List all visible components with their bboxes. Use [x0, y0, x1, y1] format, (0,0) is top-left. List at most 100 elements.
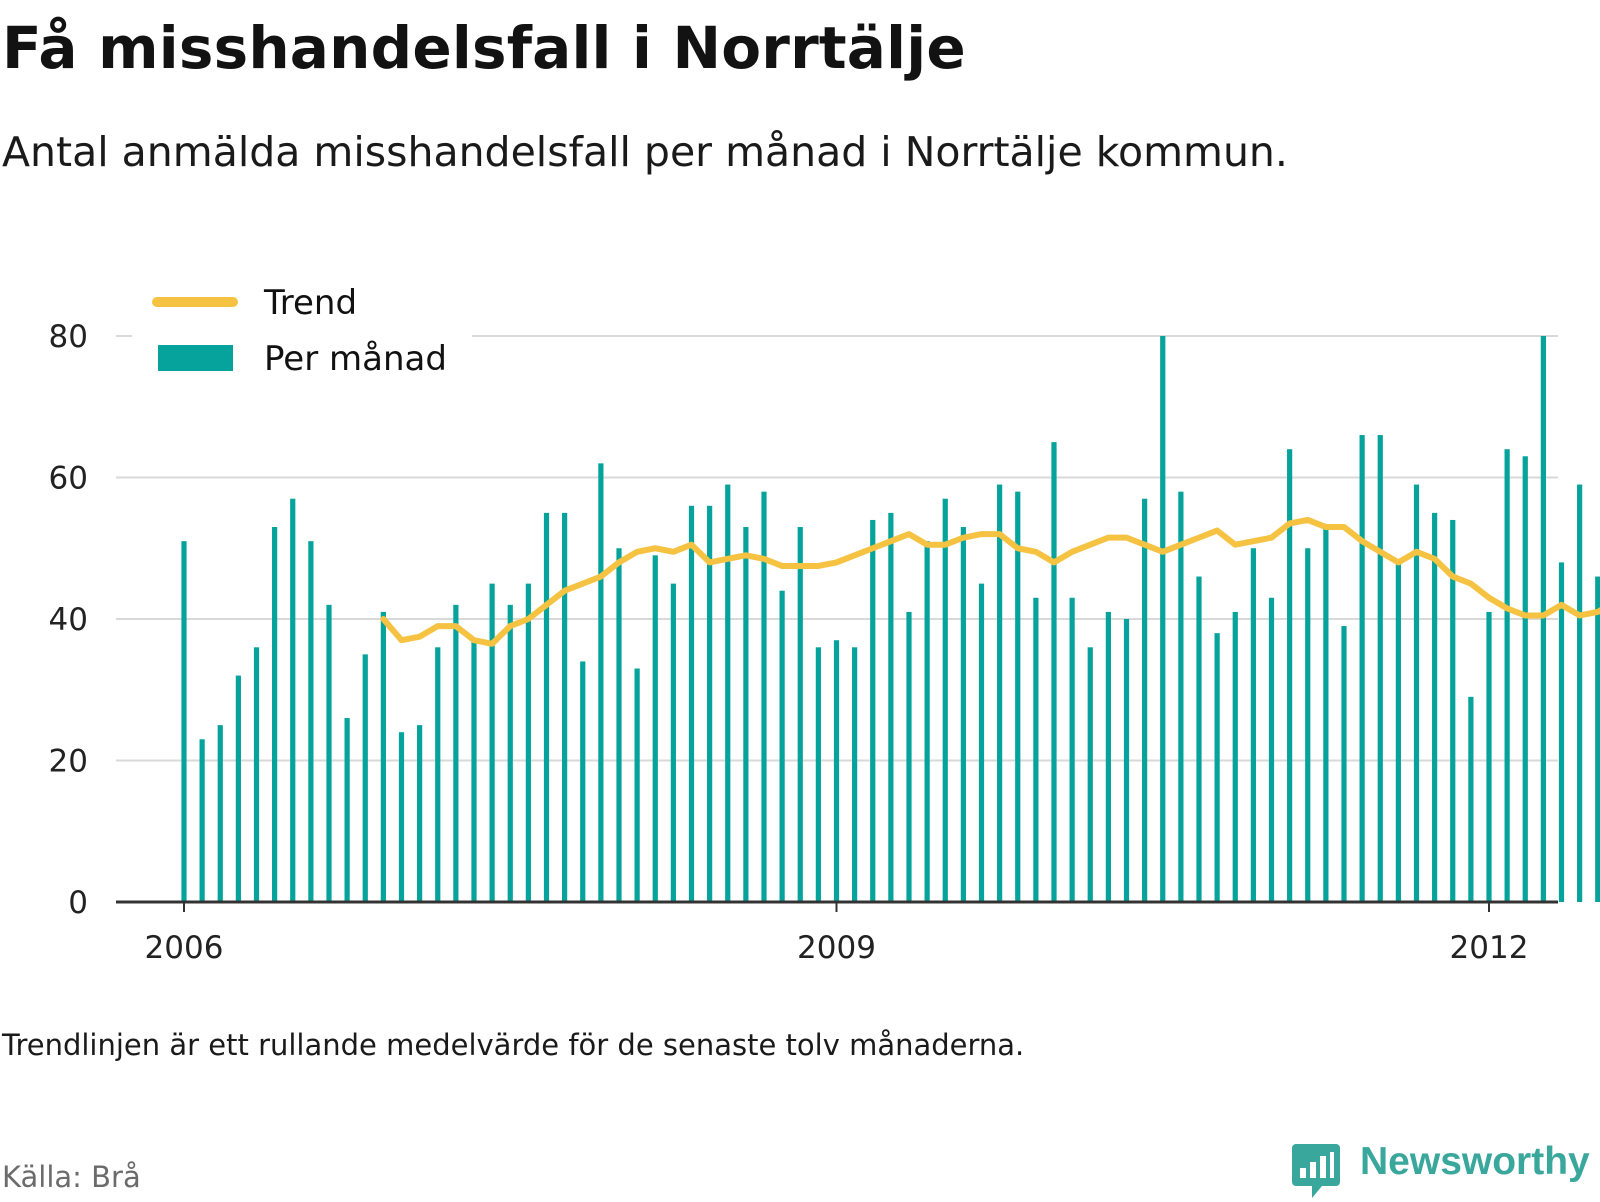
bar	[1558, 562, 1565, 902]
bar	[1232, 611, 1238, 902]
bar	[1123, 619, 1130, 902]
bar	[525, 583, 531, 903]
x-tick-label: 2012	[1450, 930, 1529, 966]
bar	[199, 739, 205, 902]
bar	[1196, 576, 1202, 902]
bar-line-chart: 0204060802006200920122015201820212024 Tr…	[48, 276, 1600, 966]
bar	[1522, 456, 1528, 902]
bar	[960, 527, 966, 902]
axes: 0204060802006200920122015201820212024	[49, 319, 1558, 966]
x-tick-label: 2009	[797, 930, 876, 966]
bar	[743, 527, 749, 902]
bar	[417, 725, 423, 903]
bar	[942, 498, 948, 902]
bar	[833, 640, 840, 902]
bar	[761, 491, 767, 902]
bar	[797, 527, 803, 902]
bar	[997, 484, 1003, 902]
bar	[1450, 519, 1456, 902]
trend-line-layer	[380, 516, 1600, 647]
bar	[634, 668, 640, 902]
legend-bar-swatch	[158, 345, 233, 371]
bar	[435, 647, 441, 902]
trend-line	[380, 516, 1600, 647]
bar	[380, 611, 386, 902]
bar	[1359, 435, 1365, 902]
bar	[290, 498, 296, 902]
bar	[326, 604, 332, 902]
bar	[1178, 491, 1184, 902]
y-tick-label: 20	[49, 744, 88, 780]
bar	[725, 484, 731, 902]
bar	[1504, 449, 1510, 902]
bar	[253, 647, 260, 902]
bar	[1341, 626, 1347, 902]
legend-background	[132, 276, 472, 396]
bar	[507, 604, 513, 902]
newsworthy-wordmark: Newsworthy	[1360, 1140, 1590, 1183]
bar	[1160, 336, 1166, 902]
bar	[779, 590, 785, 902]
bar	[453, 604, 459, 902]
bar	[978, 583, 985, 903]
y-tick-label: 40	[49, 602, 88, 638]
legend-label-trend: Trend	[263, 283, 357, 323]
source-credit: Källa: Brå	[2, 1160, 141, 1194]
bar	[1323, 527, 1329, 902]
legend-trend-swatch	[152, 297, 238, 307]
bar	[1051, 442, 1057, 903]
bar	[1142, 498, 1148, 902]
x-tick-label: 2006	[145, 930, 224, 966]
bar	[1468, 696, 1474, 902]
bar	[580, 661, 586, 902]
bar	[652, 555, 658, 902]
bar	[707, 505, 713, 902]
bar	[1595, 576, 1600, 902]
bar	[598, 463, 604, 902]
bar	[217, 725, 223, 903]
bar	[1305, 548, 1311, 902]
bar	[398, 732, 405, 902]
bar	[1268, 597, 1275, 902]
bar	[1087, 647, 1093, 902]
bar	[181, 541, 187, 902]
legend: Trend Per månad	[132, 276, 472, 396]
bar	[1486, 611, 1492, 902]
newsworthy-logo-icon	[1292, 1144, 1340, 1198]
bar	[870, 519, 876, 902]
bar	[688, 505, 695, 902]
legend-label-per-manad: Per månad	[264, 339, 447, 379]
bar	[471, 640, 477, 902]
bar	[489, 583, 495, 903]
bar	[888, 512, 894, 903]
bar	[344, 718, 350, 902]
bar	[235, 675, 241, 902]
bar	[1015, 491, 1021, 902]
bar	[852, 647, 858, 902]
bar	[616, 548, 622, 902]
bar	[362, 654, 368, 903]
bar	[1105, 611, 1111, 902]
bar	[1395, 562, 1401, 902]
bar	[308, 541, 314, 902]
y-tick-label: 60	[49, 461, 88, 497]
footnote: Trendlinjen är ett rullande medelvärde f…	[2, 1028, 1025, 1062]
bar	[1069, 597, 1075, 902]
bar	[1540, 336, 1546, 902]
chart-subtitle: Antal anmälda misshandelsfall per månad …	[2, 128, 1288, 176]
bar	[1577, 484, 1583, 902]
bar	[272, 527, 278, 902]
chart-title: Få misshandelsfall i Norrtälje	[2, 14, 966, 82]
bar	[906, 611, 912, 902]
y-tick-label: 0	[68, 885, 88, 921]
bar	[1413, 484, 1420, 902]
bar	[1432, 512, 1438, 903]
bar	[815, 647, 821, 902]
y-tick-label: 80	[49, 319, 88, 355]
bar	[543, 512, 550, 903]
bar	[1287, 449, 1293, 902]
bar	[562, 512, 568, 903]
bar	[1377, 435, 1383, 902]
bar	[924, 541, 930, 902]
bar	[1033, 597, 1039, 902]
